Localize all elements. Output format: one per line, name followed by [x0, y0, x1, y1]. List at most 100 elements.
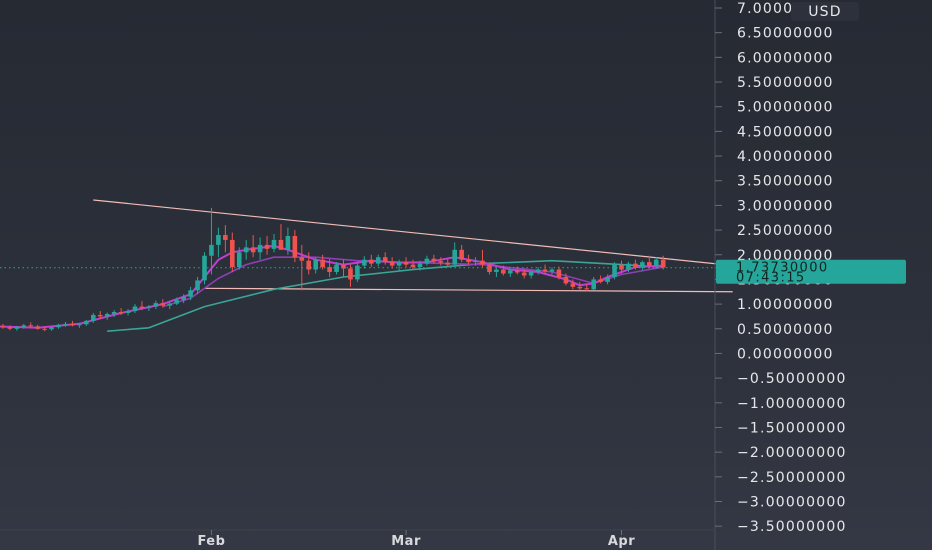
y-tick-label: 5.00000000	[737, 100, 834, 116]
y-tick-label: −3.50000000	[737, 519, 847, 535]
candle-up	[375, 254, 381, 267]
candle-up	[417, 260, 423, 271]
candle-body	[341, 264, 346, 269]
candle-up	[132, 304, 138, 313]
candle-body	[660, 259, 666, 268]
candle-body	[403, 262, 409, 265]
candle-body	[431, 258, 437, 262]
candle-down	[660, 255, 666, 270]
candle-body	[494, 269, 499, 273]
candle-body	[250, 247, 256, 253]
candle-down	[292, 230, 298, 263]
y-tick-label: 0.00000000	[737, 346, 834, 362]
candle-body	[348, 268, 353, 280]
candle-up	[313, 257, 318, 274]
candle-up	[494, 267, 499, 277]
y-tick-label: 0.50000000	[737, 322, 834, 338]
candle-body	[271, 239, 277, 249]
candle-body	[209, 244, 214, 256]
candle-body	[236, 252, 242, 268]
candle-body	[91, 314, 96, 321]
candle-body	[167, 303, 173, 306]
y-tick-label: 2.50000000	[737, 223, 834, 239]
candle-up	[14, 325, 20, 331]
candle-body	[320, 259, 325, 268]
candle-body	[230, 239, 235, 268]
candle-body	[508, 270, 513, 274]
candle-down	[320, 254, 325, 270]
candle-body	[49, 327, 54, 330]
candle-body	[570, 283, 576, 287]
candle-body	[445, 262, 451, 265]
candle-body	[111, 311, 117, 314]
candle-up	[181, 294, 186, 304]
candle-body	[612, 264, 617, 277]
candle-down	[403, 257, 409, 268]
candle-body	[35, 326, 40, 329]
y-tick-label: 3.00000000	[737, 198, 834, 214]
candle-down	[514, 266, 520, 275]
candle-down	[459, 244, 464, 263]
candle-up	[591, 276, 596, 291]
candle-body	[535, 269, 541, 273]
candle-down	[306, 252, 312, 275]
candle-body	[0, 326, 6, 328]
trendlines[interactable]	[93, 199, 768, 293]
candle-body	[487, 264, 492, 273]
candle-body	[640, 262, 645, 268]
y-tick-label: 1.00000000	[737, 297, 834, 313]
candle-down	[7, 325, 13, 331]
candle-down	[28, 322, 34, 328]
candle-down	[584, 284, 590, 292]
candle-body	[14, 326, 20, 329]
x-tick-label-feb: Feb	[197, 534, 225, 549]
candle-up	[653, 257, 659, 269]
candle-body	[97, 314, 103, 317]
candle-up	[257, 237, 263, 260]
candle-up	[188, 286, 193, 301]
candle-body	[292, 235, 298, 258]
candle-down	[42, 326, 47, 332]
candle-body	[84, 320, 89, 325]
upper-trendline[interactable]	[93, 199, 768, 270]
candle-up	[91, 312, 96, 323]
candle-down	[278, 224, 284, 250]
candle-down	[139, 301, 145, 311]
candle-body	[591, 279, 596, 290]
candle-down	[118, 308, 124, 315]
last-price-badge[interactable]: 1.73730000 07:43:15	[716, 259, 906, 286]
y-tick-label: 4.00000000	[737, 149, 834, 165]
candle-down	[230, 232, 235, 273]
candle-up	[640, 260, 645, 271]
candle-body	[362, 259, 367, 266]
currency-text: USD	[808, 4, 842, 20]
y-tick-label: −3.00000000	[737, 495, 847, 511]
candle-body	[598, 279, 603, 282]
candle-up	[236, 247, 242, 270]
candle-body	[132, 306, 138, 312]
price-badge-bg	[716, 259, 906, 284]
candle-body	[521, 272, 527, 276]
candle-body	[327, 267, 332, 273]
candle-down	[619, 260, 624, 274]
candle-body	[334, 264, 339, 273]
candle-body	[188, 290, 193, 297]
lower-trendline[interactable]	[204, 287, 733, 293]
candle-body	[77, 324, 82, 326]
candle-up	[104, 312, 110, 320]
candle-body	[278, 239, 284, 250]
currency-label[interactable]: USD	[791, 2, 859, 21]
candle-body	[223, 235, 228, 240]
candle-up	[473, 257, 478, 266]
candle-body	[619, 264, 624, 270]
candle-body	[396, 262, 402, 266]
candle-up	[452, 242, 457, 268]
candle-up	[167, 301, 173, 310]
candle-body	[313, 259, 318, 270]
candle-down	[35, 324, 40, 330]
candle-down	[542, 264, 548, 274]
candle-body	[63, 323, 68, 325]
candle-up	[49, 326, 54, 331]
time-axis[interactable]: Feb Mar Apr	[197, 530, 635, 549]
